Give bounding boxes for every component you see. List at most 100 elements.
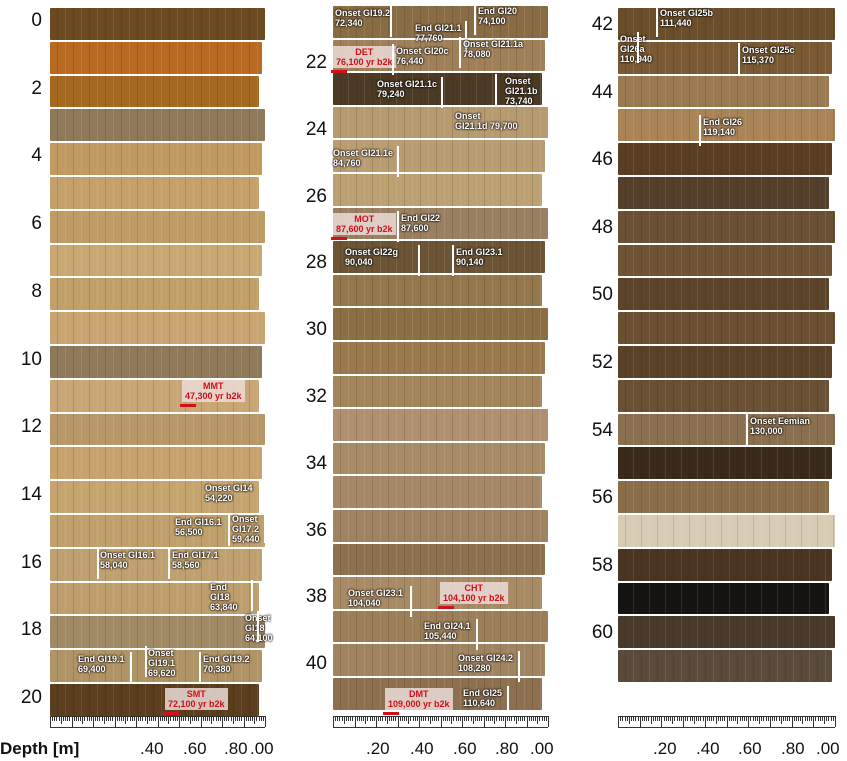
depth-label: 60 — [573, 622, 613, 644]
core-section — [50, 549, 262, 581]
event-label: Onset GI25c115,370 — [742, 45, 795, 65]
core-section — [618, 177, 829, 209]
ruler-label: .00 — [816, 739, 840, 759]
label-line: End GI22 — [401, 213, 440, 223]
ruler-tick — [177, 716, 178, 721]
label-line: 72,340 — [335, 18, 390, 28]
ruler-tick — [742, 716, 743, 721]
event-label: End GI19.270,380 — [203, 654, 250, 674]
event-label: Onset GI20c76,440 — [396, 46, 449, 66]
ruler-tick — [685, 716, 686, 721]
ruler-tick — [254, 716, 255, 724]
event-marker — [418, 245, 420, 276]
depth-label: 26 — [287, 186, 327, 208]
ruler-tick — [625, 716, 626, 721]
event-marker — [397, 146, 399, 177]
ruler-tick — [755, 716, 756, 721]
ruler-tick — [138, 716, 139, 721]
ruler-tick — [809, 716, 810, 721]
label-line: Onset GI20c — [396, 46, 449, 56]
ruler-tick — [50, 716, 51, 727]
event-label: End GI16.156,500 — [175, 517, 222, 537]
core-section — [618, 143, 832, 175]
ruler-label: .80 — [224, 739, 248, 759]
ruler-tick — [731, 716, 732, 721]
ruler-tick — [818, 716, 819, 721]
depth-label: 12 — [2, 416, 42, 438]
label-line: 69,400 — [78, 664, 125, 674]
ruler-tick — [460, 716, 461, 721]
ruler-tick — [447, 716, 448, 721]
ruler-tick — [196, 716, 197, 721]
tephra-label: MOT87,600 yr b2k — [333, 213, 396, 235]
ruler-tick — [421, 716, 422, 721]
ruler-tick — [677, 716, 678, 721]
core-section — [333, 376, 542, 408]
ruler-tick — [183, 716, 184, 721]
ruler-tick — [620, 716, 621, 721]
label-line: 104,040 — [348, 598, 403, 608]
ruler-tick — [357, 716, 358, 721]
ruler-tick — [453, 716, 454, 721]
tephra-marker — [163, 712, 179, 715]
ruler-tick — [76, 716, 77, 721]
ruler-tick — [672, 716, 673, 724]
ruler-tick — [533, 716, 534, 721]
label-line: 115,370 — [742, 55, 795, 65]
label-line: 79,240 — [377, 89, 437, 99]
label-line: Onset GI21.1a — [463, 39, 523, 49]
ruler-tick — [709, 716, 710, 721]
ruler-tick — [408, 716, 409, 724]
ruler-tick — [256, 716, 257, 721]
ruler-tick — [496, 716, 497, 721]
tephra-label: DET76,100 yr b2k — [333, 46, 396, 68]
ruler-label: .80 — [495, 739, 519, 759]
label-line: 72,100 yr b2k — [168, 699, 225, 709]
ruler-tick — [763, 716, 764, 721]
label-line: End — [210, 582, 238, 592]
ruler-tick — [104, 716, 105, 724]
ruler-tick — [690, 716, 691, 721]
ruler-tick — [134, 716, 135, 721]
label-line: 74,100 — [478, 16, 517, 26]
label-line: 108,280 — [458, 663, 513, 673]
ruler-tick — [511, 716, 512, 721]
ruler-tick — [458, 716, 459, 721]
label-line: End GI16.1 — [175, 517, 222, 527]
core-section — [50, 616, 265, 648]
core-section — [50, 346, 262, 378]
event-label: OnsetGI21.1b73,740 — [505, 76, 538, 106]
event-marker — [518, 651, 520, 682]
ruler-tick — [342, 716, 343, 721]
core-section — [618, 616, 835, 648]
label-line: 69,620 — [148, 668, 176, 678]
tephra-label: CHT104,100 yr b2k — [440, 582, 508, 604]
ruler-tick — [211, 716, 212, 724]
label-line: 47,300 yr b2k — [185, 391, 242, 401]
event-label: Onset GI23.1104,040 — [348, 588, 403, 608]
ruler-tick — [789, 716, 790, 721]
event-marker — [637, 32, 639, 63]
label-line: 87,600 yr b2k — [336, 224, 393, 234]
label-line: 90,140 — [456, 257, 503, 267]
ruler-tick — [674, 716, 675, 721]
ruler-tick — [486, 716, 487, 721]
ruler-tick — [792, 716, 793, 727]
ruler-tick — [181, 716, 182, 721]
ruler-label: .40 — [410, 739, 434, 759]
ruler-tick — [145, 716, 146, 721]
ruler-tick — [244, 716, 245, 727]
ruler-tick — [499, 716, 500, 721]
tephra-label: DMT109,000 yr b2k — [385, 688, 453, 710]
ruler-tick — [209, 716, 210, 721]
event-marker — [228, 515, 230, 546]
label-line: 84,760 — [333, 158, 393, 168]
ruler-tick — [54, 716, 55, 721]
event-marker — [476, 619, 478, 650]
ruler-tick — [735, 716, 736, 721]
ruler-tick — [112, 716, 113, 721]
ruler-tick — [802, 716, 803, 724]
ruler-tick — [796, 716, 797, 721]
core-section — [618, 76, 829, 108]
